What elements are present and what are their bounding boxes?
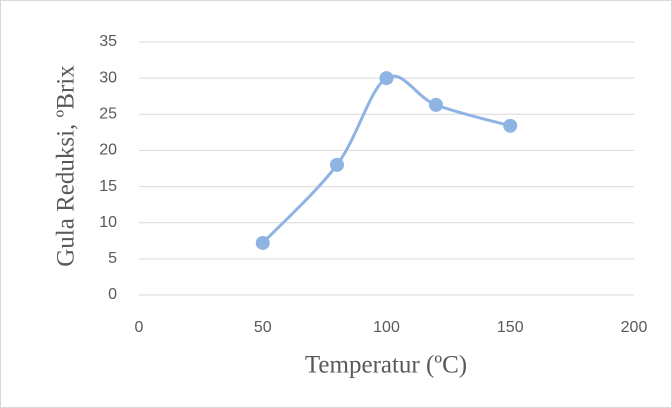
x-tick-label: 100 — [373, 319, 400, 336]
x-tick-label: 50 — [254, 319, 272, 336]
y-tick-label: 15 — [99, 178, 117, 195]
y-tick-label: 20 — [99, 142, 117, 159]
data-point — [429, 97, 443, 112]
x-axis-title: Temperatur (ºC) — [305, 352, 467, 379]
y-tick-label: 35 — [99, 33, 117, 50]
y-axis-title: Gula Reduksi, ºBrix — [53, 65, 80, 267]
y-tick-label: 10 — [99, 214, 117, 231]
data-point — [503, 118, 518, 133]
data-point — [255, 235, 270, 250]
y-tick-label: 25 — [99, 106, 117, 123]
x-tick-label: 0 — [135, 319, 144, 336]
data-point — [330, 157, 344, 172]
y-tick-label: 0 — [108, 286, 117, 303]
x-tick-label: 150 — [497, 319, 524, 336]
y-tick-label: 5 — [108, 250, 117, 267]
x-tick-label: 200 — [621, 319, 648, 336]
data-point — [379, 71, 394, 86]
y-tick-label: 30 — [99, 69, 117, 86]
